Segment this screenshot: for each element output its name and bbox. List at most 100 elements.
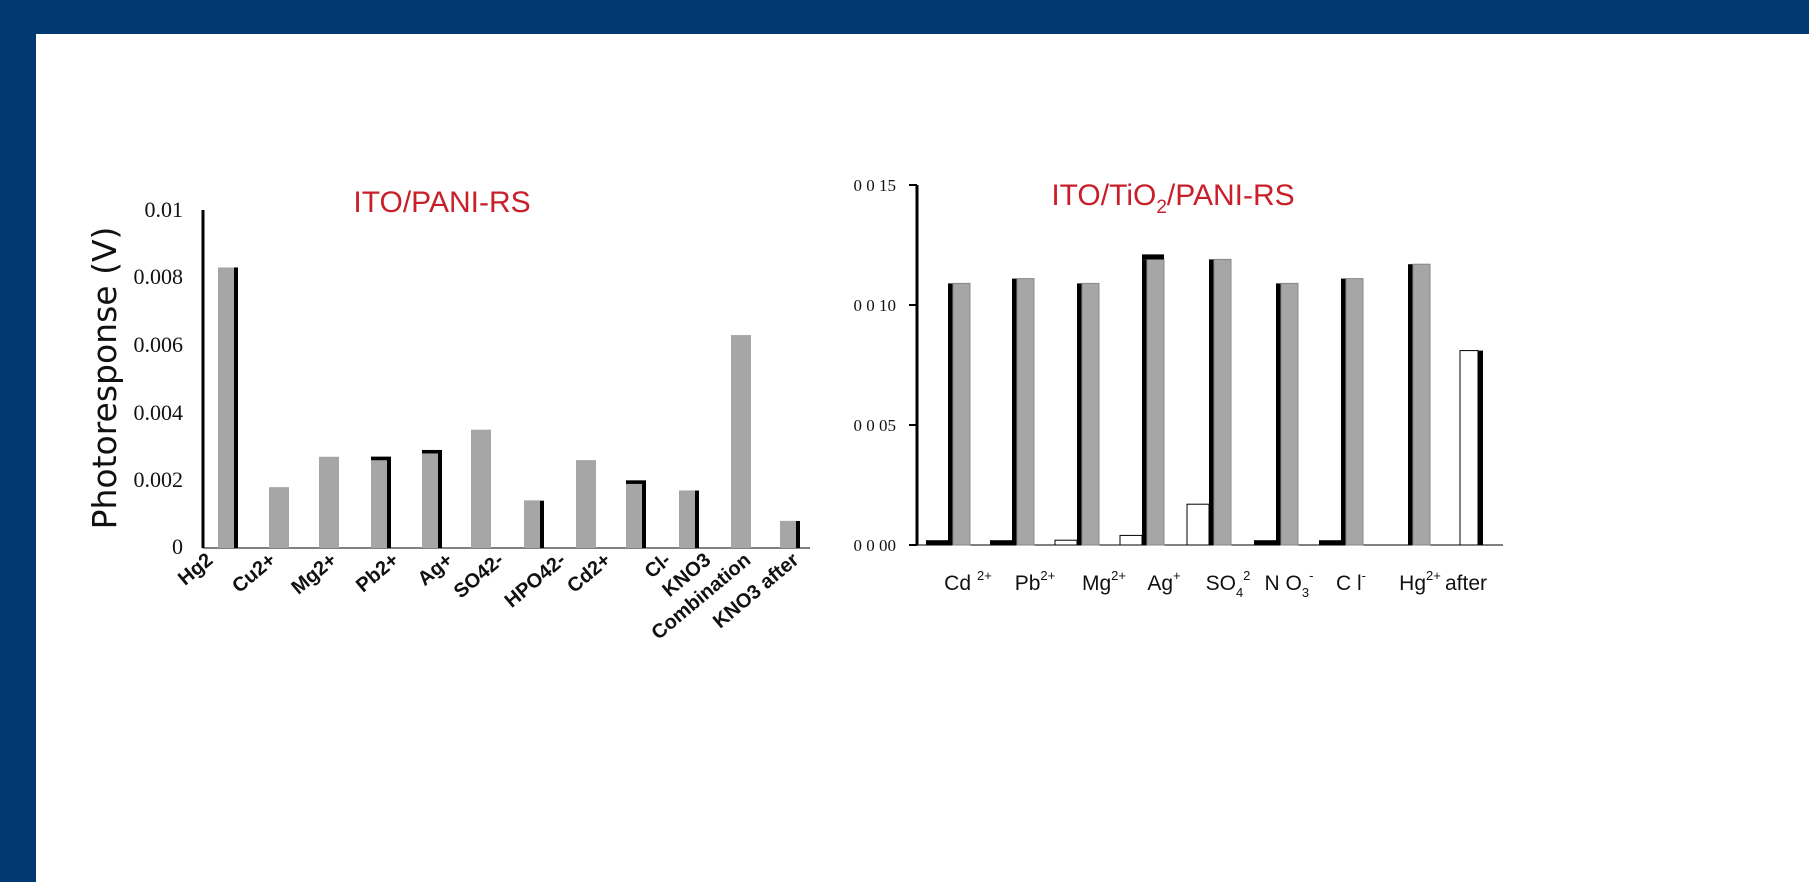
right-cat-sup: 2+ — [1111, 568, 1126, 583]
left-bar-gray — [471, 429, 491, 548]
left-y-tick-label: 0.004 — [134, 400, 184, 425]
left-y-ticks: 0 0.002 0.004 0.006 0.008 0.01 — [134, 197, 184, 559]
right-cat-text: Hg — [1399, 572, 1426, 595]
right-cat-text: SO — [1206, 572, 1236, 595]
left-bar-gray — [524, 500, 540, 548]
right-bar-gray — [1345, 278, 1364, 546]
left-bar-gray — [780, 520, 796, 548]
right-cat-label: Pb2+ — [1015, 568, 1056, 595]
right-cat-sup: 2+ — [1040, 568, 1055, 583]
right-bar-gray — [1213, 258, 1232, 546]
slide-panel: ITO/PANI-RS Photoresponse (V) 0 0.002 0.… — [36, 34, 1809, 882]
right-cat-sup: - — [1362, 568, 1366, 583]
right-cat-sub: 3 — [1302, 585, 1309, 600]
right-cat-sub: 4 — [1236, 585, 1243, 600]
right-bar-black-edge — [1341, 278, 1346, 545]
right-title-subscript: 2 — [1156, 197, 1167, 218]
right-bar-white — [1119, 534, 1143, 546]
right-category-labels: Cd 2+ Pb2+ Mg2+ Ag+ SO42 N O3- C l- Hg2+ … — [944, 568, 1487, 600]
right-title-end: /PANI-RS — [1167, 179, 1295, 212]
left-bar-gray — [731, 335, 751, 548]
right-cat-text: Pb — [1015, 572, 1041, 595]
right-y-ticks: 0 0 00 0 0 05 0 0 10 0 0 15 — [854, 176, 897, 555]
left-y-axis-label: Photoresponse (V) — [85, 227, 124, 530]
right-cat-label: after — [1445, 572, 1487, 595]
left-bar-black-cap — [371, 456, 391, 461]
right-y-tick-label: 0 0 10 — [854, 296, 897, 315]
right-cat-text: Ag — [1147, 572, 1173, 595]
left-bar-black-cap — [422, 449, 442, 454]
right-cat-sup: - — [1309, 568, 1313, 583]
right-y-tick-label: 0 0 15 — [854, 176, 897, 195]
right-bar-black-edge — [1478, 350, 1483, 545]
left-cat-label: HPO42- — [501, 549, 570, 612]
right-bar-black-edge — [948, 283, 953, 545]
right-bar-black — [1254, 540, 1276, 545]
right-bar-black-edge — [1209, 259, 1214, 545]
left-cat-label: Cd2+ — [563, 549, 615, 598]
left-bars — [218, 267, 800, 548]
right-bar-black-cap — [1142, 254, 1164, 260]
left-bar-gray — [269, 487, 289, 548]
right-cat-text: N O — [1265, 572, 1302, 595]
right-y-tick-label: 0 0 05 — [854, 416, 897, 435]
right-chart-title: ITO/TiO2/PANI-RS — [1051, 179, 1294, 218]
left-y-tick-label: 0.008 — [134, 264, 184, 289]
left-cat-label: Pb2+ — [352, 549, 403, 597]
right-cat-sup: 2+ — [977, 568, 992, 583]
left-y-tick-label: 0.002 — [134, 467, 184, 492]
right-bars — [926, 254, 1483, 546]
left-cat-label: Mg2+ — [287, 549, 341, 599]
left-bar-gray — [576, 460, 596, 548]
right-title-main: ITO/TiO — [1051, 179, 1156, 212]
left-bar-gray — [371, 460, 387, 548]
right-cat-label: C l- — [1336, 568, 1366, 595]
right-bar-white — [1459, 350, 1479, 546]
left-cat-label: SO42- — [450, 549, 508, 603]
right-bar-black — [926, 540, 948, 545]
left-y-tick-label: 0.01 — [145, 197, 184, 222]
right-cat-text: C l — [1336, 572, 1362, 595]
left-bar-gray — [626, 483, 642, 548]
right-bar-black-edge — [1012, 278, 1017, 545]
right-cat-label: Hg2+ — [1399, 568, 1441, 595]
left-y-tick-label: 0.006 — [134, 332, 184, 357]
left-chart-title: ITO/PANI-RS — [353, 186, 530, 219]
right-chart: ITO/TiO2/PANI-RS 0 0 00 0 0 05 0 0 10 0 … — [854, 176, 1503, 600]
right-cat-sup: + — [1173, 568, 1181, 583]
left-chart: ITO/PANI-RS Photoresponse (V) 0 0.002 0.… — [85, 186, 810, 644]
left-y-tick-label: 0 — [172, 534, 183, 559]
right-bar-gray — [952, 282, 971, 546]
right-cat-label: N O3- — [1265, 568, 1314, 600]
right-cat-sup: 2+ — [1426, 568, 1441, 583]
right-cat-label: Cd 2+ — [944, 568, 992, 595]
right-bar-gray — [1412, 263, 1431, 546]
right-cat-label: Mg2+ — [1082, 568, 1126, 595]
left-category-labels: Hg2 Cu2+ Mg2+ Pb2+ Ag+ SO42- HPO42- Cd2+… — [174, 549, 803, 645]
right-cat-sup: 2 — [1243, 568, 1250, 583]
left-bar-gray — [218, 267, 234, 548]
right-bar-black-edge — [1276, 283, 1281, 545]
right-bar-black-edge — [1077, 283, 1082, 545]
right-y-tick-label: 0 0 00 — [854, 536, 897, 555]
right-cat-label: SO42 — [1206, 568, 1251, 600]
right-bar-gray — [1146, 258, 1165, 546]
right-bar-gray — [1280, 282, 1299, 546]
right-bar-black — [990, 540, 1012, 545]
left-bar-gray — [422, 453, 438, 548]
right-cat-text: Cd — [944, 572, 971, 595]
left-bar-black — [234, 267, 238, 548]
right-bar-black-edge — [1142, 259, 1147, 545]
right-cat-label: Ag+ — [1147, 568, 1180, 595]
right-bar-gray — [1081, 282, 1100, 546]
left-bar-gray — [679, 490, 695, 548]
left-bar-gray — [319, 456, 339, 548]
left-cat-label: Cu2+ — [228, 549, 280, 598]
right-bar-black — [1319, 540, 1341, 545]
figure-canvas: ITO/PANI-RS Photoresponse (V) 0 0.002 0.… — [85, 176, 1503, 644]
right-bar-gray — [1016, 278, 1035, 546]
right-bar-white — [1054, 539, 1078, 546]
right-bar-black-edge — [1408, 264, 1413, 545]
right-bar-white — [1186, 503, 1210, 546]
right-cat-text: Mg — [1082, 572, 1111, 595]
